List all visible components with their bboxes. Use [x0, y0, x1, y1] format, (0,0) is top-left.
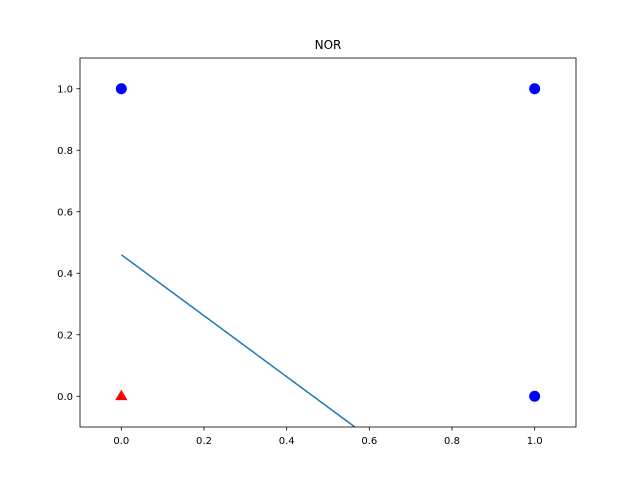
circle-point-1 — [529, 83, 541, 95]
x-tick-label: 1.0 — [527, 436, 543, 447]
triangle-point-0 — [115, 389, 128, 401]
x-tick-label: 0.6 — [361, 436, 377, 447]
y-tick-label: 1.0 — [57, 84, 73, 95]
y-tick-label: 0.4 — [57, 269, 73, 280]
axes-frame — [79, 57, 577, 428]
chart-title: NOR — [315, 38, 342, 52]
circle-point-2 — [529, 390, 541, 402]
x-tick-label: 0.0 — [113, 436, 129, 447]
decision-boundary-line — [120, 254, 356, 427]
x-tick-label: 0.4 — [279, 436, 295, 447]
x-tick-label: 0.8 — [444, 436, 460, 447]
y-axis: 0.0 0.2 0.4 0.6 0.8 1.0 — [57, 84, 80, 403]
y-tick-label: 0.2 — [57, 330, 73, 341]
x-tick-label: 0.2 — [196, 436, 212, 447]
y-tick-label: 0.0 — [57, 392, 73, 403]
x-axis: 0.0 0.2 0.4 0.6 0.8 1.0 — [113, 427, 543, 447]
y-tick-label: 0.8 — [57, 146, 73, 157]
plot-area — [115, 83, 541, 427]
circle-point-0 — [115, 83, 127, 95]
y-tick-label: 0.6 — [57, 207, 73, 218]
